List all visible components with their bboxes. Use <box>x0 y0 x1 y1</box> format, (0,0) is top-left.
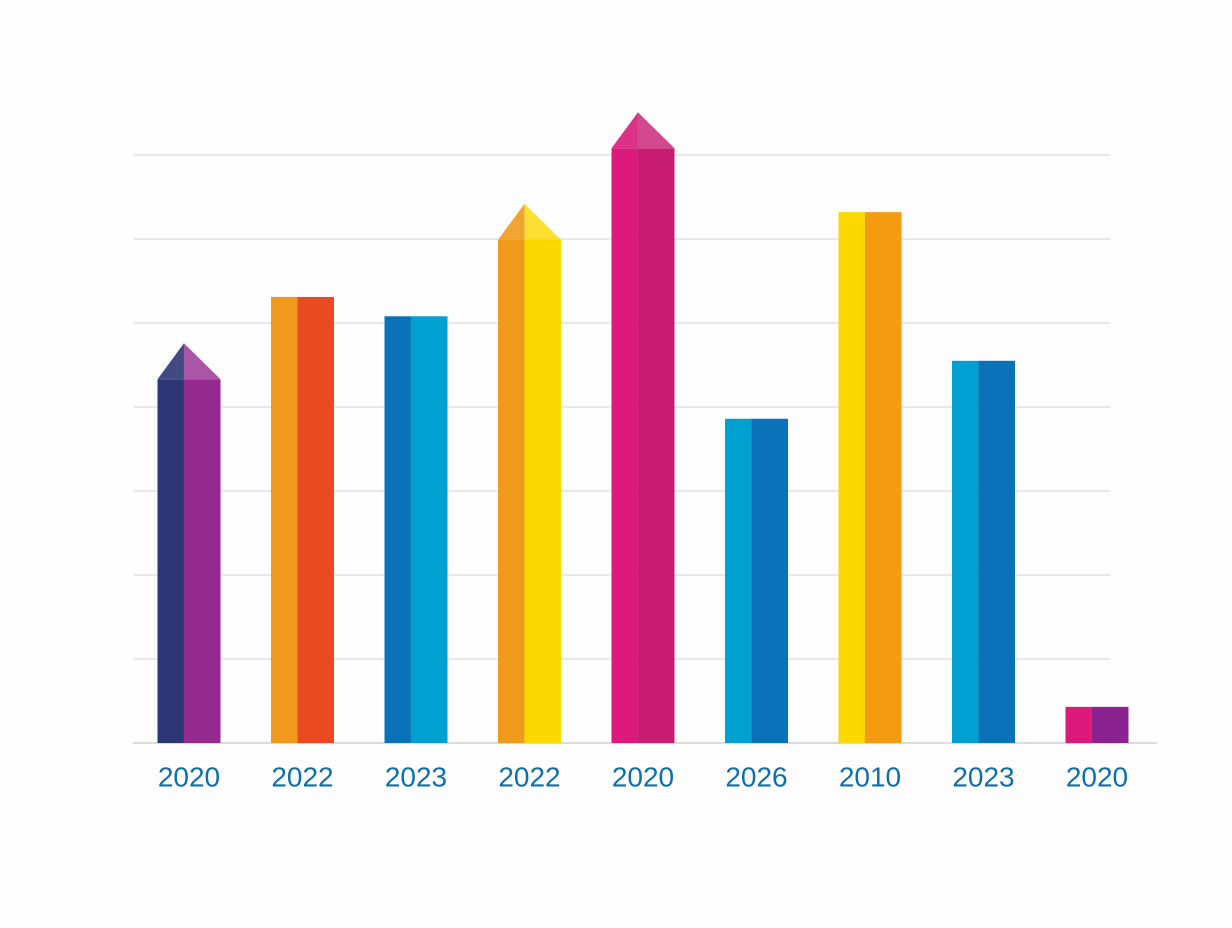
bar-segment <box>751 418 788 743</box>
bar-segment <box>952 360 979 743</box>
bar-segment <box>978 360 1015 743</box>
x-tick-label: 2020 <box>1066 761 1128 792</box>
bar-segment <box>524 239 561 743</box>
bar-segment <box>611 148 638 743</box>
bar-segment <box>725 418 752 743</box>
x-tick-label: 2023 <box>385 761 447 792</box>
bar-cap <box>183 343 221 380</box>
bar <box>1065 706 1129 743</box>
bar <box>384 316 448 743</box>
bar-cap <box>498 203 525 240</box>
bar <box>157 379 221 743</box>
x-tick-label: 2010 <box>839 761 901 792</box>
bar <box>498 239 561 743</box>
bar-segment <box>384 316 411 743</box>
bar-segment <box>183 379 221 743</box>
bar <box>952 360 1015 743</box>
x-tick-label: 2020 <box>612 761 674 792</box>
bar-segment <box>864 212 902 743</box>
x-tick-label: 2023 <box>952 761 1014 792</box>
x-tick-label: 2020 <box>158 761 220 792</box>
bar-cap <box>157 343 184 380</box>
bar-segment <box>838 212 865 743</box>
bar-segment <box>271 296 298 743</box>
bar-segment <box>498 239 525 743</box>
bar-cap <box>611 112 638 149</box>
x-tick-label: 2022 <box>271 761 333 792</box>
bar-segment <box>157 379 184 743</box>
bar-segment <box>637 148 675 743</box>
bar-segment <box>297 296 334 743</box>
bar <box>611 148 675 743</box>
bar-segment <box>410 316 448 743</box>
bar <box>838 212 902 743</box>
bar-cap <box>637 112 675 149</box>
bar-segment <box>1091 706 1129 743</box>
x-tick-label: 2026 <box>725 761 787 792</box>
bar <box>725 418 788 743</box>
x-tick-label: 2022 <box>498 761 560 792</box>
bar-cap <box>524 203 561 240</box>
bar <box>271 296 334 743</box>
bar-segment <box>1065 706 1092 743</box>
